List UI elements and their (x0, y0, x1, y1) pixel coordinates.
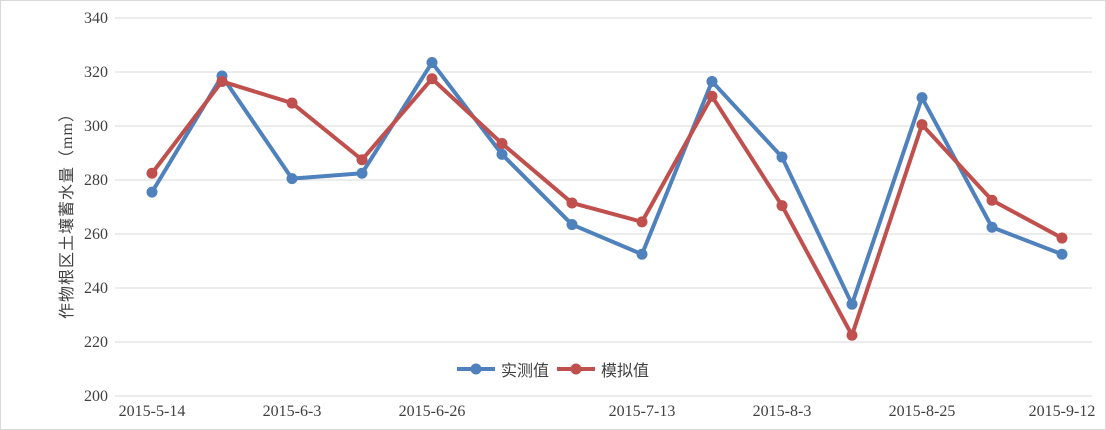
y-tick-label: 240 (84, 280, 108, 297)
data-point-marker (146, 186, 158, 198)
x-tick-label: 2015-6-3 (263, 403, 322, 420)
data-point-marker (286, 173, 298, 185)
data-point-marker (846, 329, 858, 341)
y-tick-label: 280 (84, 172, 108, 189)
x-tick-label: 2015-9-12 (1029, 403, 1096, 420)
data-point-marker (776, 200, 788, 212)
y-tick-label: 300 (84, 118, 108, 135)
data-point-marker (286, 97, 298, 109)
y-tick-label: 220 (84, 334, 108, 351)
y-tick-label: 320 (84, 64, 108, 81)
data-point-marker (916, 119, 928, 131)
data-point-marker (496, 148, 508, 160)
data-point-marker (636, 248, 648, 260)
data-point-marker (916, 92, 928, 104)
data-point-marker (356, 167, 368, 179)
line-dot-marker-icon (456, 363, 495, 375)
data-point-marker (216, 75, 228, 87)
data-point-marker (566, 219, 578, 231)
data-point-marker (146, 167, 158, 179)
line-dot-marker-icon (557, 363, 595, 375)
legend-item-measured: 实测值 (456, 357, 549, 381)
data-point-marker (426, 73, 438, 85)
legend: 实测值 模拟值 (456, 357, 649, 381)
y-tick-label: 260 (84, 226, 108, 243)
data-point-marker (776, 151, 788, 163)
data-point-marker (986, 194, 998, 206)
y-tick-label: 340 (84, 10, 108, 27)
data-point-marker (706, 75, 718, 87)
data-point-marker (846, 298, 858, 310)
x-tick-label: 2015-6-26 (399, 403, 466, 420)
x-tick-label: 2015-7-13 (609, 403, 676, 420)
legend-label-measured: 实测值 (500, 363, 549, 380)
x-tick-label: 2015-8-25 (889, 403, 956, 420)
legend-label-simulated: 模拟值 (601, 363, 650, 380)
legend-item-simulated: 模拟值 (557, 357, 649, 381)
series-line (150, 60, 1064, 307)
data-point-marker (706, 90, 718, 102)
data-point-marker (496, 138, 508, 150)
y-axis-title: 作物根区土壤蓄水量（mm） (59, 105, 76, 319)
series-line (150, 76, 1064, 338)
x-tick-label: 2015-8-3 (753, 403, 812, 420)
data-point-marker (986, 221, 998, 233)
data-point-marker (566, 197, 578, 209)
y-tick-label: 200 (84, 388, 108, 405)
x-tick-label: 2015-5-14 (119, 403, 186, 420)
data-point-marker (426, 57, 438, 69)
data-point-marker (1056, 248, 1068, 260)
data-point-marker (356, 154, 368, 166)
data-point-marker (636, 216, 648, 228)
data-point-marker (1056, 232, 1068, 244)
